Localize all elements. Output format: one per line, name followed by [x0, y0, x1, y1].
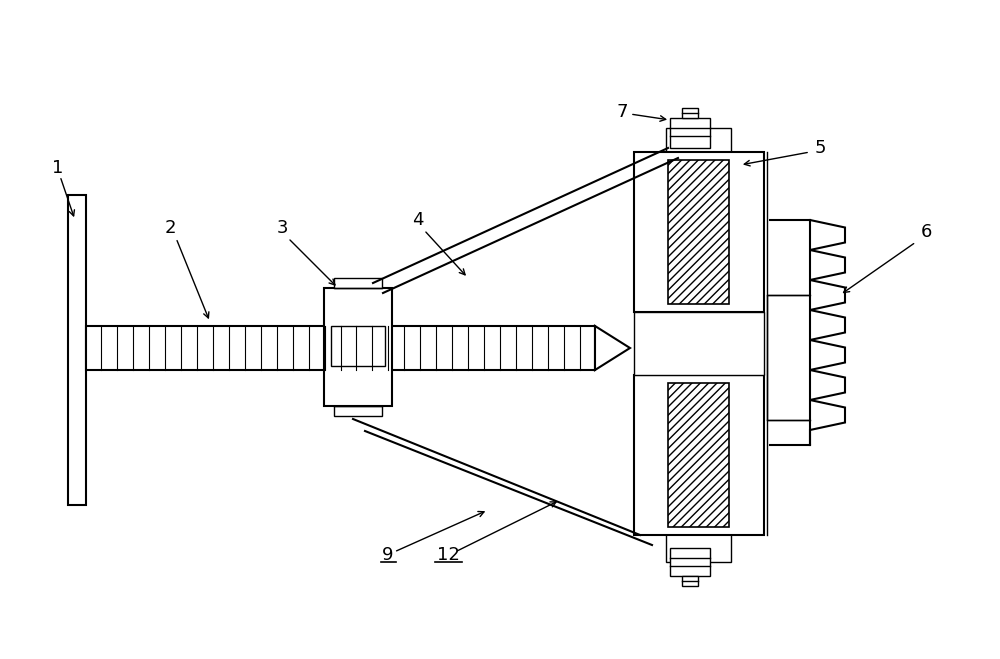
Bar: [634, 312, 764, 375]
Bar: [634, 375, 764, 535]
Text: 9: 9: [382, 546, 394, 564]
Bar: [334, 278, 382, 288]
Polygon shape: [810, 220, 845, 445]
Bar: [668, 383, 729, 527]
Text: 7: 7: [616, 103, 628, 121]
Bar: [668, 160, 729, 304]
Text: 12: 12: [437, 546, 459, 564]
Text: 6: 6: [920, 223, 932, 241]
Text: 5: 5: [814, 139, 826, 157]
Bar: [670, 118, 710, 148]
Bar: [666, 128, 731, 562]
Text: 2: 2: [164, 219, 176, 237]
Text: 3: 3: [276, 219, 288, 237]
Bar: [670, 548, 710, 576]
Polygon shape: [595, 326, 630, 370]
Text: 4: 4: [412, 211, 424, 229]
Bar: [334, 406, 382, 416]
Text: 1: 1: [52, 159, 64, 177]
Bar: [86, 326, 595, 370]
Bar: [767, 295, 810, 420]
Bar: [324, 288, 392, 406]
Bar: [682, 576, 698, 586]
Bar: [68, 195, 86, 505]
Bar: [331, 326, 385, 366]
Bar: [682, 108, 698, 118]
Bar: [634, 152, 764, 312]
